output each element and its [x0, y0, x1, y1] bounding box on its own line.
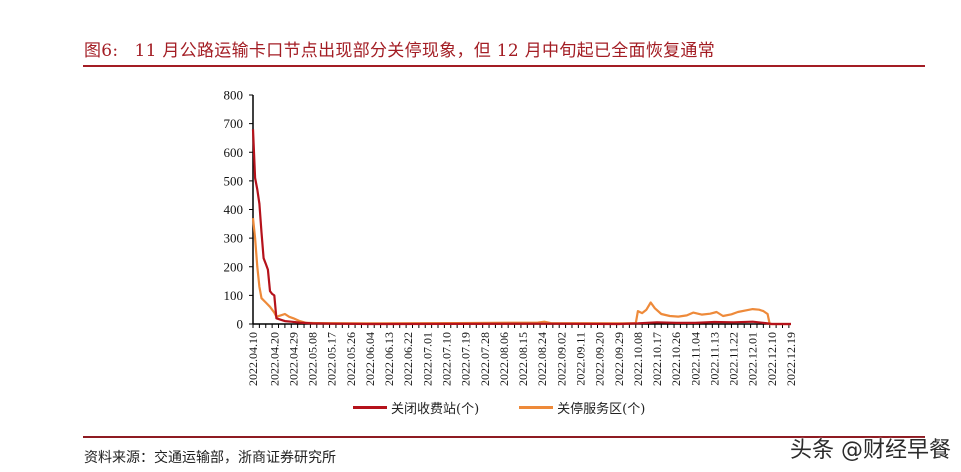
svg-text:2022.09.02: 2022.09.02: [554, 332, 568, 386]
svg-text:2022.07.28: 2022.07.28: [478, 332, 492, 386]
legend-label-closed-toll-stations: 关闭收费站(个): [391, 402, 480, 417]
svg-text:2022.06.13: 2022.06.13: [382, 332, 396, 386]
svg-text:2022.12.10: 2022.12.10: [765, 332, 779, 386]
svg-text:2022.05.08: 2022.05.08: [306, 332, 320, 386]
svg-text:400: 400: [224, 202, 244, 217]
svg-text:2022.08.24: 2022.08.24: [535, 332, 549, 386]
watermark: 头条 @财经早餐: [790, 438, 951, 463]
series-layer: [251, 129, 791, 326]
svg-text:2022.12.01: 2022.12.01: [746, 332, 760, 386]
svg-text:2022.04.29: 2022.04.29: [286, 332, 300, 386]
chart-legend: 关闭收费站(个) 关停服务区(个): [353, 398, 645, 417]
svg-text:2022.12.19: 2022.12.19: [784, 332, 798, 386]
svg-text:2022.04.20: 2022.04.20: [267, 332, 281, 386]
legend-item-closed-service-areas: 关停服务区(个): [519, 398, 645, 417]
x-axis: 2022.04.10 2022.04.20 2022.04.29 2022.05.08…: [246, 323, 798, 386]
svg-text:800: 800: [224, 88, 244, 103]
svg-text:600: 600: [224, 145, 244, 160]
footer-divider: [83, 436, 925, 438]
svg-text:2022.08.06: 2022.08.06: [497, 332, 511, 386]
svg-text:2022.09.29: 2022.09.29: [612, 332, 626, 386]
svg-text:2022.07.10: 2022.07.10: [440, 332, 454, 386]
svg-text:2022.08.15: 2022.08.15: [516, 332, 530, 386]
svg-text:300: 300: [224, 231, 244, 246]
svg-text:500: 500: [224, 173, 244, 188]
svg-text:2022.11.04: 2022.11.04: [688, 332, 702, 386]
svg-text:2022.09.11: 2022.09.11: [573, 332, 587, 386]
legend-item-closed-toll-stations: 关闭收费站(个): [353, 398, 479, 417]
svg-text:100: 100: [224, 288, 244, 303]
svg-text:2022.11.22: 2022.11.22: [727, 332, 741, 386]
svg-text:2022.07.19: 2022.07.19: [459, 332, 473, 386]
svg-text:700: 700: [224, 116, 244, 131]
svg-text:2022.11.13: 2022.11.13: [707, 332, 721, 386]
legend-swatch-red: [353, 406, 387, 409]
y-axis: 0 100 200 300 400 500 600 700 800: [224, 88, 254, 332]
svg-text:2022.04.10: 2022.04.10: [246, 332, 260, 386]
svg-text:2022.07.01: 2022.07.01: [420, 332, 434, 386]
svg-text:200: 200: [224, 259, 244, 274]
svg-text:2022.06.22: 2022.06.22: [401, 332, 415, 386]
svg-text:2022.06.04: 2022.06.04: [363, 332, 377, 386]
svg-text:2022.05.17: 2022.05.17: [325, 332, 339, 386]
svg-text:2022.05.26: 2022.05.26: [344, 332, 358, 386]
svg-text:2022.09.20: 2022.09.20: [593, 332, 607, 386]
title-divider: [83, 65, 925, 67]
legend-swatch-orange: [519, 406, 554, 409]
figure-title-text: 11 月公路运输卡口节点出现部分关停现象，但 12 月中旬起已全面恢复通常: [134, 41, 716, 61]
svg-text:0: 0: [237, 317, 244, 332]
figure-number: 图6:: [84, 41, 119, 61]
svg-text:2022.10.17: 2022.10.17: [650, 332, 664, 386]
svg-text:2022.10.26: 2022.10.26: [669, 332, 683, 386]
legend-label-closed-service-areas: 关停服务区(个): [557, 402, 646, 417]
figure-title: 图6: 11 月公路运输卡口节点出现部分关停现象，但 12 月中旬起已全面恢复通常: [84, 36, 715, 61]
data-source: 资料来源：交通运输部，浙商证券研究所: [84, 450, 336, 466]
svg-text:2022.10.08: 2022.10.08: [631, 332, 645, 386]
